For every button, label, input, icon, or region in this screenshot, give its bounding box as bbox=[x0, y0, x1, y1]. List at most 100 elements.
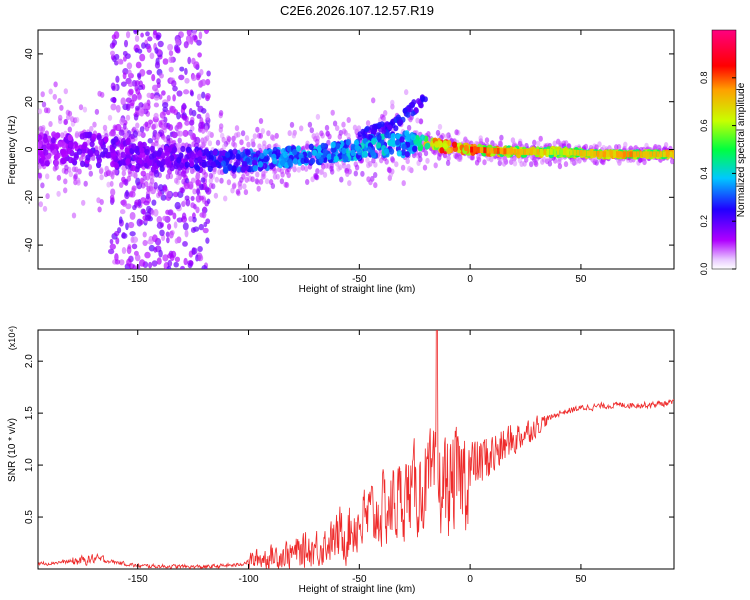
spectrogram-band-segment bbox=[473, 146, 477, 153]
spectrogram-band-segment bbox=[636, 151, 640, 158]
spectrogram-halo-blob bbox=[218, 126, 223, 133]
spectrogram-halo-blob bbox=[151, 123, 157, 130]
spectrogram-halo-blob bbox=[258, 132, 263, 139]
spectrogram-scatter-blob bbox=[190, 90, 194, 97]
spectrogram-ridge-blob bbox=[130, 165, 136, 172]
spectrogram-scatter-blob bbox=[205, 78, 211, 86]
spectrogram-scatter-blob bbox=[203, 221, 208, 228]
spectrogram-scatter-blob bbox=[156, 216, 163, 224]
spectrogram-halo-blob bbox=[315, 168, 320, 175]
spectrogram-halo-blob bbox=[390, 99, 395, 106]
spectrogram-halo-blob bbox=[454, 129, 459, 136]
spectrogram-halo-blob bbox=[379, 157, 384, 164]
spectrogram-ridge-blob bbox=[390, 139, 396, 147]
spectrogram-halo-blob bbox=[558, 140, 563, 147]
spectrogram-halo-blob bbox=[46, 107, 51, 114]
snr-panel: -150 -100 -50 0 50 0.5 1.0 1.5 2.0 Height of str… bbox=[7, 326, 675, 595]
spectrogram-halo-blob bbox=[135, 122, 140, 129]
spectrogram-halo-blob bbox=[242, 183, 247, 190]
spectrogram-ridge-blob bbox=[419, 134, 426, 141]
spectrogram-halo-blob bbox=[255, 126, 260, 133]
spectrogram-halo-blob bbox=[330, 109, 335, 116]
snr-ytick-label: 2.0 bbox=[24, 354, 35, 368]
spectrogram-scatter-blob bbox=[205, 92, 211, 100]
spectrogram-halo-blob bbox=[256, 185, 261, 192]
spectrogram-ridge-blob bbox=[383, 148, 389, 155]
spectrogram-scatter-blob bbox=[159, 111, 166, 119]
spectrogram-scatter-blob bbox=[142, 239, 148, 247]
spectrogram-scatter-blob bbox=[198, 121, 205, 129]
spectrogram-halo-blob bbox=[38, 172, 43, 179]
spectrogram-halo-blob bbox=[341, 121, 346, 128]
spectrogram-scatter-blob bbox=[200, 177, 206, 183]
spectrogram-halo-blob bbox=[552, 140, 557, 147]
spectrogram-scatter-blob bbox=[187, 56, 192, 65]
spectrogram-halo-blob bbox=[365, 120, 371, 127]
spectrogram-halo-blob bbox=[74, 130, 80, 137]
spectrogram-band-segment bbox=[546, 148, 550, 155]
spectrogram-scatter-blob bbox=[153, 95, 160, 101]
spectrogram-halo-blob bbox=[45, 193, 50, 200]
spectrogram-scatter-blob bbox=[196, 113, 202, 119]
spectrogram-scatter-blob bbox=[176, 130, 184, 137]
spectrogram-halo-blob bbox=[346, 163, 351, 170]
spectrogram-branch-blob bbox=[405, 111, 411, 118]
spectrogram-ridge-blob bbox=[169, 155, 175, 162]
spectrogram-band-segment bbox=[649, 151, 653, 158]
spectrogram-halo-blob bbox=[482, 159, 487, 166]
colorbar-gradient bbox=[711, 29, 737, 270]
spectrogram-halo-blob bbox=[141, 182, 146, 189]
spectrogram-band-segment bbox=[569, 149, 573, 156]
spectrogram-scatter-blob bbox=[119, 209, 126, 215]
spectrogram-ytick-label: -20 bbox=[24, 190, 35, 205]
spectrogram-scatter-blob bbox=[193, 34, 198, 43]
spectrogram-ridge-blob bbox=[103, 136, 109, 143]
spectrogram-scatter-blob bbox=[145, 172, 151, 181]
spectrogram-scatter-blob bbox=[183, 89, 190, 95]
spectrogram-scatter-blob bbox=[136, 181, 143, 190]
spectrogram-scatter-blob bbox=[172, 212, 177, 220]
snr-series-line bbox=[38, 330, 674, 569]
spectrogram-scatter-blob bbox=[115, 237, 120, 245]
spectrogram-halo-blob bbox=[53, 81, 58, 88]
spectrogram-band-segment bbox=[609, 151, 613, 158]
spectrogram-scatter-blob bbox=[168, 56, 174, 64]
spectrogram-scatter-blob bbox=[195, 172, 201, 180]
spectrogram-scatter-blob bbox=[151, 199, 157, 206]
colorbar-tick-label: 0.6 bbox=[699, 119, 709, 132]
spectrogram-ridge-blob bbox=[38, 143, 41, 150]
spectrogram-halo-blob bbox=[614, 144, 619, 151]
spectrogram-ridge-blob bbox=[257, 161, 264, 168]
spectrogram-scatter-blob bbox=[195, 194, 202, 203]
spectrogram-halo-blob bbox=[329, 165, 334, 172]
spectrogram-halo-blob bbox=[339, 176, 344, 183]
spectrogram-scatter-blob bbox=[120, 81, 127, 87]
spectrogram-scatter-blob bbox=[161, 124, 168, 131]
spectrogram-halo-blob bbox=[512, 141, 517, 148]
spectrogram-branch-blob bbox=[410, 110, 416, 117]
spectrogram-scatter-blob bbox=[165, 231, 170, 238]
spectrogram-halo-blob bbox=[456, 155, 462, 162]
spectrogram-scatter-blob bbox=[202, 227, 209, 234]
spectrogram-halo-blob bbox=[425, 157, 430, 164]
spectrogram-halo-blob bbox=[405, 158, 410, 165]
spectrogram-band-segment bbox=[596, 150, 600, 157]
spectrogram-band-segment bbox=[493, 147, 497, 154]
spectrogram-ridge-blob bbox=[282, 151, 288, 158]
spectrogram-halo-blob bbox=[287, 130, 292, 137]
spectrogram-halo-blob bbox=[371, 97, 376, 104]
spectrogram-halo-blob bbox=[670, 158, 674, 165]
spectrogram-halo-blob bbox=[232, 142, 238, 149]
spectrogram-ridge-blob bbox=[262, 162, 268, 170]
spectrogram-halo-blob bbox=[444, 133, 450, 140]
colorbar-tick-label: 0.8 bbox=[699, 72, 709, 85]
spectrogram-branch-blob bbox=[373, 124, 379, 130]
spectrogram-scatter-blob bbox=[183, 257, 188, 266]
spectrogram-halo-blob bbox=[314, 174, 319, 181]
colorbar: 0.0 0.2 0.4 0.6 0.8 Normalized spectral ampl… bbox=[699, 29, 747, 275]
spectrogram-halo-blob bbox=[264, 178, 270, 185]
spectrogram-ridge-blob bbox=[57, 141, 63, 148]
spectrogram-scatter-blob bbox=[188, 216, 193, 222]
colorbar-axes: 0.0 0.2 0.4 0.6 0.8 bbox=[699, 72, 736, 275]
spectrogram-scatter-blob bbox=[129, 190, 136, 198]
